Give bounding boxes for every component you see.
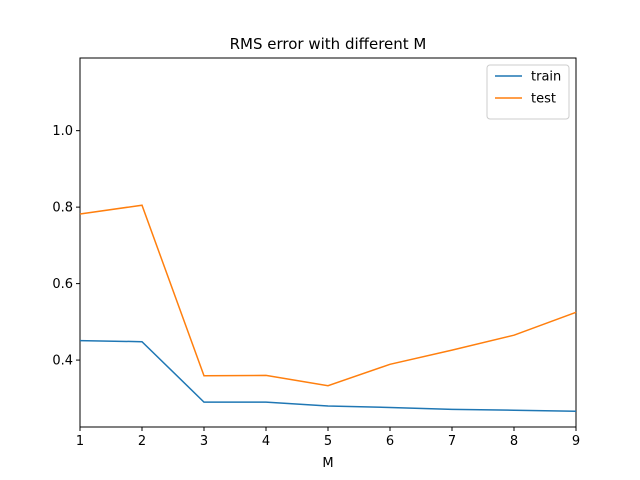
y-tick-label: 0.8 — [52, 201, 73, 216]
chart-title: RMS error with different M — [230, 35, 427, 53]
y-tick-label: 1.0 — [52, 124, 73, 139]
legend-box — [486, 64, 570, 120]
x-tick-label: 3 — [200, 434, 208, 449]
series-line-test — [79, 204, 577, 387]
x-tick-label: 4 — [262, 434, 270, 449]
x-tick-label: 6 — [386, 434, 394, 449]
x-tick-label: 8 — [510, 434, 518, 449]
legend: train test — [486, 64, 570, 120]
y-axis-ticks: 0.4 0.6 0.8 1.0 — [52, 124, 80, 369]
x-axis-ticks: 1 2 3 4 5 6 7 8 9 — [76, 427, 580, 449]
x-tick-label: 9 — [572, 434, 580, 449]
y-tick-label: 0.4 — [52, 354, 73, 369]
x-tick-label: 1 — [76, 434, 84, 449]
y-tick-label: 0.6 — [52, 277, 73, 292]
x-tick-label: 5 — [324, 434, 332, 449]
series-line-train — [79, 339, 577, 413]
legend-label-train: train — [531, 70, 561, 85]
series-lines — [79, 204, 577, 413]
x-tick-label: 2 — [138, 434, 146, 449]
x-axis-label: M — [322, 456, 333, 471]
legend-label-test: test — [531, 92, 556, 107]
x-tick-label: 7 — [448, 434, 456, 449]
